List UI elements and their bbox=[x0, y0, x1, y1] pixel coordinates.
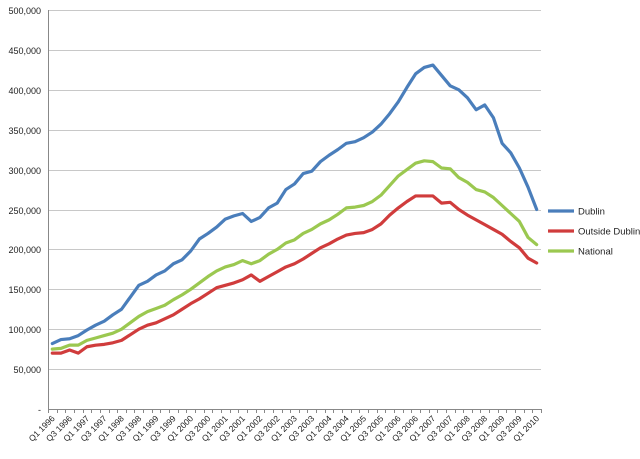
series-line-dublin bbox=[50, 63, 539, 346]
y-tick-label: 500,000 bbox=[8, 6, 41, 16]
legend-label: National bbox=[578, 247, 613, 258]
series-lines bbox=[50, 63, 539, 355]
series-line-outside-dublin bbox=[50, 194, 539, 355]
y-tick-label: 300,000 bbox=[8, 166, 41, 176]
y-tick-label: 450,000 bbox=[8, 46, 41, 56]
legend-label: Dublin bbox=[578, 207, 605, 218]
axes bbox=[48, 10, 542, 413]
y-axis-tick-labels: - 50,000 100,000 150,000 200,000 250,000 300,0… bbox=[8, 6, 41, 415]
y-tick-label: 400,000 bbox=[8, 86, 41, 96]
series-line-national bbox=[50, 159, 539, 351]
y-tick-label: 200,000 bbox=[8, 245, 41, 255]
y-tick-label: 250,000 bbox=[8, 206, 41, 216]
legend: Dublin Outside Dublin National bbox=[548, 207, 640, 258]
y-tick-label: 350,000 bbox=[8, 126, 41, 136]
y-tick-label: 50,000 bbox=[13, 365, 41, 375]
legend-label: Outside Dublin bbox=[578, 227, 640, 238]
y-tick-label: 150,000 bbox=[8, 285, 41, 295]
y-tick-label: - bbox=[38, 405, 41, 415]
y-tick-label: 100,000 bbox=[8, 325, 41, 335]
gridlines bbox=[48, 10, 541, 370]
